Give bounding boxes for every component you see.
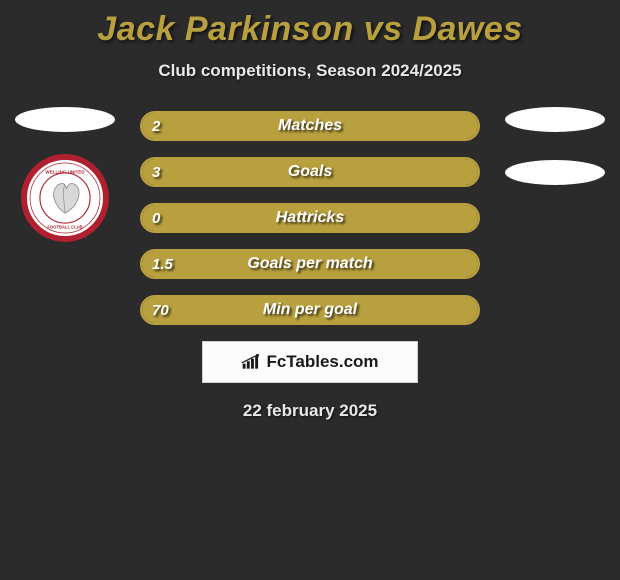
stat-bars: 2 Matches 3 Goals 0 Hattricks 1.5 Goals … (140, 111, 480, 325)
player-left-placeholder (15, 107, 115, 132)
stat-label: Goals per match (142, 255, 478, 273)
stat-bar-min-per-goal: 70 Min per goal (140, 295, 480, 325)
player-left-club-badge: WELLING UNITED FOOTBALL CLUB (21, 154, 109, 242)
page-title: Jack Parkinson vs Dawes (0, 0, 620, 49)
player-right-placeholder-1 (505, 107, 605, 132)
player-left-column: WELLING UNITED FOOTBALL CLUB (10, 107, 120, 242)
stat-label: Min per goal (142, 301, 478, 319)
source-logo-box: FcTables.com (202, 341, 418, 383)
date-text: 22 february 2025 (0, 401, 620, 421)
source-logo: FcTables.com (241, 352, 378, 372)
player-right-placeholder-2 (505, 160, 605, 185)
source-logo-text: FcTables.com (266, 352, 378, 372)
stat-label: Hattricks (142, 209, 478, 227)
player-right-column (500, 107, 610, 213)
stat-label: Matches (142, 117, 478, 135)
chart-icon (241, 353, 261, 371)
stat-label: Goals (142, 163, 478, 181)
comparison-panel: WELLING UNITED FOOTBALL CLUB 2 Matches 3… (0, 111, 620, 421)
svg-text:WELLING UNITED: WELLING UNITED (45, 170, 85, 175)
stat-bar-matches: 2 Matches (140, 111, 480, 141)
stat-bar-goals-per-match: 1.5 Goals per match (140, 249, 480, 279)
svg-text:FOOTBALL CLUB: FOOTBALL CLUB (47, 224, 82, 229)
subtitle: Club competitions, Season 2024/2025 (0, 61, 620, 81)
stat-bar-hattricks: 0 Hattricks (140, 203, 480, 233)
club-crest-icon: WELLING UNITED FOOTBALL CLUB (27, 160, 103, 236)
stat-bar-goals: 3 Goals (140, 157, 480, 187)
